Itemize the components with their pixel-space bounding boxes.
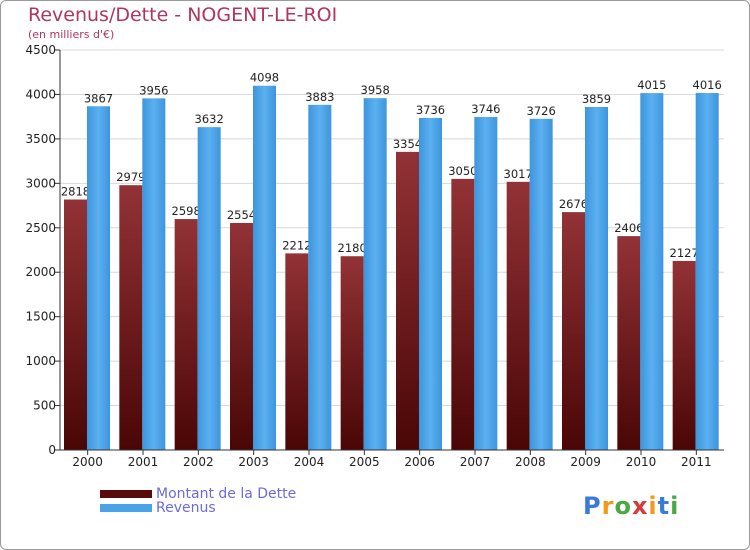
bar-dette-2008 — [506, 181, 530, 451]
legend-label-dette: Montant de la Dette — [156, 486, 297, 502]
x-tick-label-2006: 2006 — [404, 455, 435, 469]
bar-dette-2009 — [562, 212, 585, 450]
data-label-dette-2009: 2676 — [559, 197, 588, 211]
logo-letter: x — [631, 492, 649, 520]
x-tick-label-2001: 2001 — [128, 455, 159, 469]
x-tick-label-2000: 2000 — [72, 455, 103, 469]
bar-revenus-2004 — [308, 104, 332, 450]
bar-dette-2000 — [64, 199, 87, 450]
data-label-dette-2010: 2406 — [614, 221, 643, 235]
logo-letter: r — [601, 492, 615, 520]
bar-dette-2001 — [119, 185, 143, 450]
y-tick-label-2000: 2000 — [25, 265, 56, 279]
data-label-dette-2007: 3050 — [448, 164, 477, 178]
bar-dette-2011 — [672, 260, 696, 450]
logo-letter: P — [583, 492, 602, 520]
data-label-dette-2011: 2127 — [670, 246, 699, 260]
legend-swatch-dette — [100, 490, 152, 498]
data-label-revenus-2011: 4016 — [693, 78, 722, 92]
data-label-dette-2000: 2818 — [61, 185, 90, 199]
axes: 0 500 1000 1500 2000 2500 3000 3500 4000 4500 2000… — [25, 43, 724, 469]
x-tick-label-2005: 2005 — [349, 455, 380, 469]
proxiti-logo: Proxiti — [583, 492, 679, 520]
bar-dette-2004 — [285, 253, 309, 450]
y-tick-label-2500: 2500 — [25, 221, 56, 235]
data-label-revenus-2000: 3867 — [84, 91, 113, 105]
bar-revenus-2006 — [419, 117, 442, 451]
x-tick-label-2008: 2008 — [515, 455, 546, 469]
data-label-revenus-2006: 3736 — [416, 103, 445, 117]
data-label-revenus-2007: 3746 — [471, 102, 500, 116]
x-tick-label-2003: 2003 — [238, 455, 269, 469]
bar-revenus-2000 — [87, 106, 110, 451]
logo-letter: i — [648, 492, 658, 520]
bar-dette-2010 — [617, 236, 641, 450]
data-label-revenus-2009: 3859 — [582, 92, 611, 106]
data-label-dette-2005: 2180 — [338, 241, 367, 255]
bar-revenus-2003 — [253, 85, 276, 450]
bar-revenus-2009 — [585, 106, 608, 450]
bar-dette-2002 — [174, 219, 198, 450]
y-tick-label-3500: 3500 — [25, 132, 56, 146]
plot-area — [60, 50, 724, 450]
data-label-revenus-2008: 3726 — [527, 104, 556, 118]
y-tick-label-500: 500 — [33, 399, 56, 413]
data-label-revenus-2003: 4098 — [250, 71, 279, 85]
bar-revenus-2001 — [142, 98, 166, 450]
y-tick-label-1000: 1000 — [25, 354, 56, 368]
legend-item-dette: Montant de la Dette — [100, 486, 296, 502]
bars: 2818 3867 2979 3956 2598 3632 2554 4098 2212 3883… — [61, 71, 722, 451]
x-tick-label-2004: 2004 — [294, 455, 325, 469]
data-label-dette-2001: 2979 — [116, 170, 145, 184]
bar-dette-2005 — [340, 256, 364, 450]
logo-letter: i — [670, 492, 680, 520]
bar-revenus-2010 — [640, 93, 664, 450]
data-label-dette-2003: 2554 — [227, 208, 256, 222]
x-tick-label-2007: 2007 — [460, 455, 491, 469]
data-label-dette-2008: 3017 — [504, 167, 533, 181]
data-label-dette-2002: 2598 — [172, 204, 201, 218]
y-tick-label-0: 0 — [48, 443, 56, 457]
y-tick-label-3000: 3000 — [25, 176, 56, 190]
bar-dette-2003 — [230, 222, 253, 450]
logo-letter: o — [614, 492, 632, 520]
bar-revenus-2007 — [474, 117, 498, 451]
y-tick-label-4000: 4000 — [25, 87, 56, 101]
bar-dette-2007 — [451, 178, 475, 450]
bar-revenus-2011 — [695, 93, 719, 451]
data-label-dette-2004: 2212 — [282, 238, 311, 252]
legend-item-revenus: Revenus — [100, 500, 216, 516]
bar-revenus-2002 — [197, 127, 221, 451]
x-tick-label-2002: 2002 — [183, 455, 214, 469]
chart-subtitle: (en milliers d'€) — [28, 28, 115, 41]
data-label-revenus-2010: 4015 — [637, 78, 666, 92]
logo-letter: t — [657, 492, 671, 520]
data-label-revenus-2004: 3883 — [305, 90, 334, 104]
y-tick-label-4500: 4500 — [25, 43, 56, 57]
bar-revenus-2008 — [529, 118, 553, 451]
data-label-revenus-2005: 3958 — [361, 83, 390, 97]
data-label-dette-2006: 3354 — [393, 137, 422, 151]
data-label-revenus-2001: 3956 — [139, 83, 168, 97]
bar-dette-2006 — [396, 151, 419, 450]
legend-label-revenus: Revenus — [156, 500, 216, 516]
x-tick-label-2010: 2010 — [626, 455, 657, 469]
legend-swatch-revenus — [100, 504, 152, 512]
x-tick-label-2011: 2011 — [681, 455, 712, 469]
bar-revenus-2005 — [363, 98, 387, 450]
grid — [60, 49, 724, 451]
chart-title: Revenus/Dette - NOGENT-LE-ROI — [28, 4, 338, 26]
x-tick-label-2009: 2009 — [570, 455, 601, 469]
y-tick-label-1500: 1500 — [25, 310, 56, 324]
data-label-revenus-2002: 3632 — [195, 112, 224, 126]
